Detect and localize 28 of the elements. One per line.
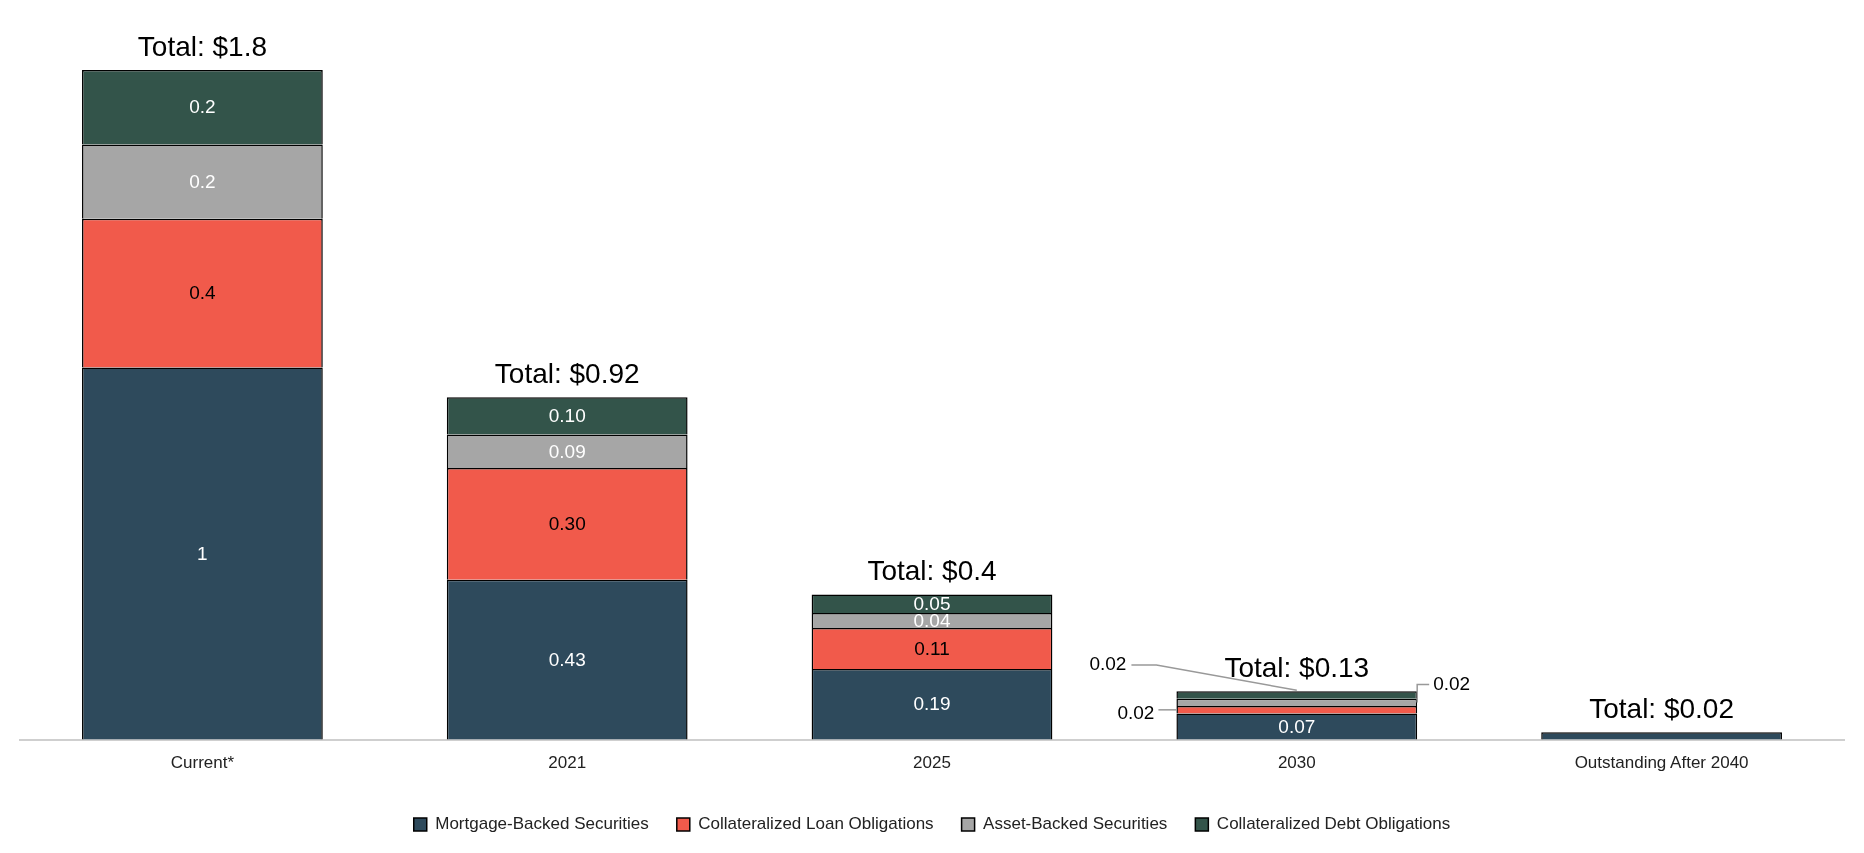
total-label: Total: $0.02: [1589, 692, 1734, 724]
legend-label: Mortgage-Backed Securities: [435, 814, 649, 834]
total-label: Total: $0.13: [1224, 651, 1370, 683]
data-label: 0.10: [548, 405, 586, 427]
data-label: 0.09: [548, 440, 586, 462]
x-tick-label: Outstanding After 2040: [1574, 753, 1749, 773]
x-tick-label: 2021: [548, 753, 587, 773]
data-label: 0.4: [189, 282, 217, 304]
data-label: 0.02: [1089, 653, 1127, 675]
x-tick-label: Current*: [170, 753, 235, 773]
data-label: 0.2: [189, 170, 216, 192]
total-label: Total: $1.8: [137, 30, 267, 62]
x-tick-label: 2025: [913, 753, 951, 773]
total-label: Total: $0.92: [494, 358, 640, 390]
legend-label: Collateralized Debt Obligations: [1216, 814, 1451, 834]
data-label: 0.11: [914, 637, 950, 659]
x-tick-label: 2030: [1277, 753, 1316, 773]
data-label: 0.07: [1278, 715, 1316, 737]
data-label: 0.19: [913, 693, 951, 715]
data-label: 1: [197, 542, 208, 564]
total-label: Total: $0.4: [867, 555, 997, 587]
data-label: 0.30: [548, 513, 586, 535]
legend-label: Collateralized Loan Obligations: [698, 814, 934, 834]
data-label: 0.43: [548, 648, 586, 670]
data-label: 0.02: [1433, 672, 1471, 694]
data-label: 0.2: [189, 96, 216, 118]
data-label: 0.02: [1117, 702, 1155, 724]
legend-label: Asset-Backed Securities: [983, 814, 1168, 834]
